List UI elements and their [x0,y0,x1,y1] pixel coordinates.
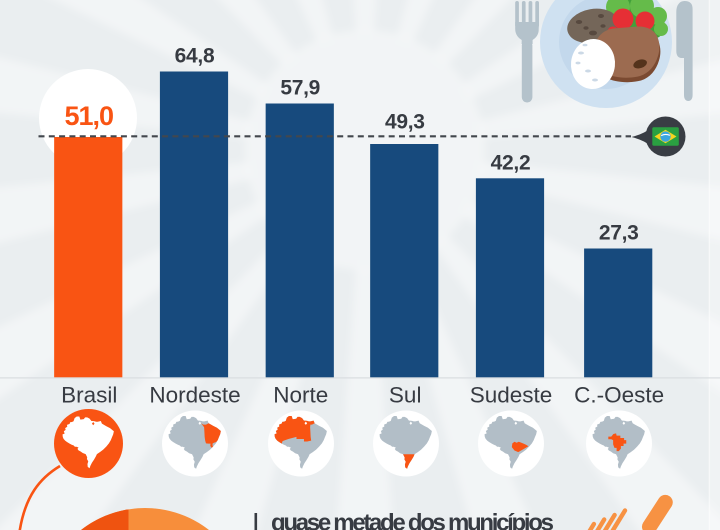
svg-text:Sul: Sul [389,383,422,408]
svg-text:42,2: 42,2 [491,152,531,175]
svg-text:Norte: Norte [273,383,328,408]
svg-text:Brasil: Brasil [61,383,117,408]
svg-text:27,3: 27,3 [599,222,639,245]
svg-text:51,0: 51,0 [65,101,114,131]
svg-text:Nordeste: Nordeste [149,383,240,408]
svg-text:quase metade dos municípios: quase metade dos municípios [271,509,554,530]
svg-text:C.-Oeste: C.-Oeste [574,383,664,408]
svg-text:57,9: 57,9 [280,77,320,100]
svg-text:49,3: 49,3 [385,110,425,133]
svg-text:Sudeste: Sudeste [470,383,553,408]
svg-text:64,8: 64,8 [175,45,215,68]
